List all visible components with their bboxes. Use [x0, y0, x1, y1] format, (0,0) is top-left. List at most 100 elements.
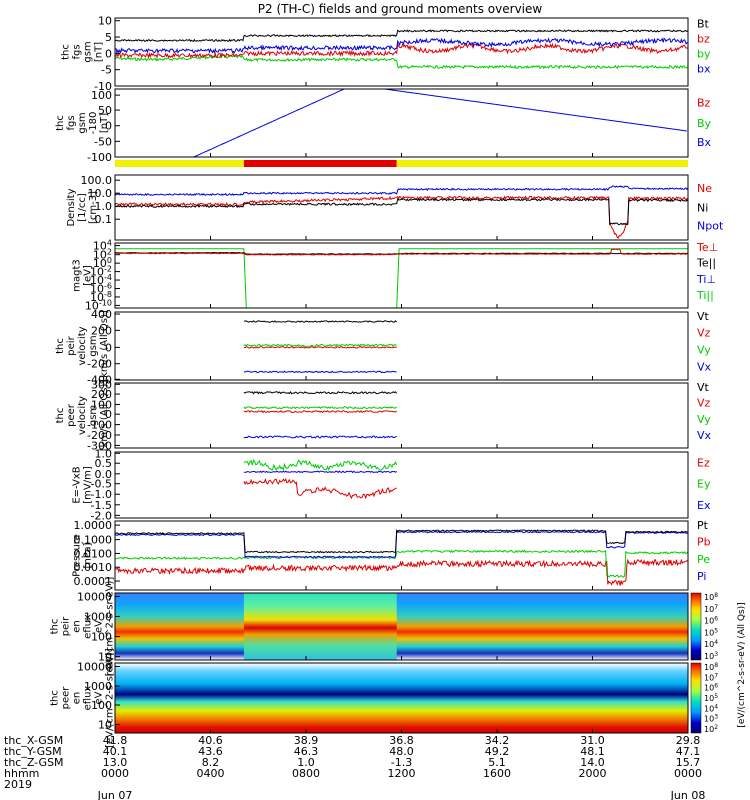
colorbar-1-tick-0: 108: [704, 662, 718, 672]
peir-eflux-ylabel-line-4: eV: [94, 620, 105, 633]
time-axis-thcZGSM-1: 8.2: [202, 756, 220, 769]
fgs-legend-bz: bz: [697, 32, 710, 45]
time-axis-ticks-0: 0000: [101, 767, 129, 780]
density-series-Npot: [114, 185, 689, 196]
peer-velocity-ytick-label-2: 100: [91, 398, 112, 411]
peer-velocity-legend-Vz: Vz: [697, 397, 711, 410]
density-ytick-label-2: 1.0: [95, 200, 113, 213]
peer-eflux-ylabel-line-2: en: [72, 692, 83, 705]
efield-ytick-label-3: -0.5: [91, 478, 112, 491]
time-axis-thcXGSM-4: 34.2: [485, 734, 510, 747]
peir-velocity-ytick-label-1: 200: [91, 324, 112, 337]
peir-eflux-ytick-label-3: 10: [98, 651, 112, 664]
pressure-ytick-label-4: 0.0001: [74, 575, 113, 588]
peir-velocity-legend-Vt: Vt: [697, 310, 710, 323]
time-axis-thcZGSM-4: 5.1: [488, 756, 506, 769]
pressure-legend-Pi: Pi: [697, 570, 706, 583]
time-axis-thcZGSM-0: 13.0: [103, 756, 128, 769]
pressure-ylabel: Pressure [nPa]: [72, 534, 94, 577]
peer-velocity-series-Vz: [243, 409, 398, 414]
peir-velocity-ytick-label-4: -400: [87, 373, 112, 386]
density-ytick-label-0: 100.0: [81, 174, 113, 187]
colorbar-0-tick-1: 107: [704, 604, 718, 614]
time-axis-thcXGSM-1: 40.6: [198, 734, 223, 747]
time-axis-row-label-2: thc_Z-GSM: [4, 756, 64, 769]
time-axis-thcXGSM-3: 36.8: [389, 734, 414, 747]
efield-frame: [114, 451, 689, 519]
colorbar-0-tick-4: 104: [704, 639, 718, 649]
mode-bar-segment-1: [243, 160, 397, 167]
time-axis-thcZGSM-5: 14.0: [580, 756, 605, 769]
mode-bar-segment-2: [396, 160, 688, 167]
peir-velocity-ytick-label-0: 400: [91, 308, 112, 321]
time-axis-ticks-5: 2000: [579, 767, 607, 780]
pressure-legend-Pb: Pb: [697, 536, 711, 549]
peer-velocity-ytick-label-3: 0: [105, 408, 112, 421]
peer-velocity-ytick-label-1: 200: [91, 388, 112, 401]
temperature-ylabel: magt3 [eV]: [72, 259, 94, 292]
peer-eflux-ylabel-line-0: thc: [50, 690, 61, 706]
colorbar-1-tick-1: 107: [704, 672, 718, 682]
fgs-ytick-label-4: -10: [94, 80, 112, 93]
fgs-series-by: [114, 54, 689, 70]
peir-velocity-frame: [114, 311, 689, 381]
pressure-legend-Pt: Pt: [697, 519, 709, 532]
peer-eflux-ylabel-line-1: peer: [61, 686, 72, 710]
fgs-lowres-legend-Bx: Bx: [697, 136, 712, 149]
density-ytick-label-3: 0.1: [95, 213, 113, 226]
peir-velocity-series-Vx: [243, 370, 397, 374]
fgs-lowres-ylabel-line-3: -180: [88, 112, 99, 135]
colorbar-1-tick-3: 105: [704, 693, 718, 703]
fgs-ylabel-line-1: fgs: [72, 44, 83, 59]
colorbar-1-tick-2: 106: [704, 683, 718, 693]
density-legend-Npot: Npot: [697, 220, 724, 233]
pressure-ytick-label-1: 0.1000: [74, 534, 113, 547]
density-frame: [114, 174, 689, 241]
peir-velocity-ylabel-line-1: peir: [66, 335, 77, 355]
fgs-lowres-legend-By: By: [697, 117, 712, 130]
fgs-lowres-ytick-label-3: -50: [94, 135, 112, 148]
fgs-lowres-ytick-label-0: 100: [91, 89, 112, 102]
time-axis-thcYGSM-2: 46.3: [294, 745, 319, 758]
time-axis-thcYGSM-4: 49.2: [485, 745, 510, 758]
density-series-Ne: [114, 195, 689, 239]
fgs-ylabel-line-0: thc: [61, 44, 72, 60]
peer-eflux-ylabel-line-5: [eV/(cm^2-s-sr-eV)]: [105, 648, 116, 748]
time-axis-row-label-1: thc_Y-GSM: [4, 745, 62, 758]
peer-velocity-ytick-label-4: -100: [87, 419, 112, 432]
colorbar-0-tick-0: 108: [704, 592, 718, 602]
peir-velocity-series-Vy: [243, 343, 397, 348]
pressure-ylabel-line-0: Pressure: [72, 534, 83, 577]
peir-eflux-ytick-label-1: 1000: [84, 610, 112, 623]
peer-eflux-ylabel-line-4: eV: [94, 691, 105, 704]
peer-velocity-legend-Vy: Vy: [697, 413, 711, 426]
time-axis-row-label-3: hhmm: [4, 767, 39, 780]
fgs-series-Bt: [114, 29, 689, 43]
peer-velocity-legend-Vt: Vt: [697, 381, 710, 394]
peer-eflux-spectrogram: [115, 663, 688, 733]
temperature-ylabel-line-1: [eV]: [83, 265, 94, 286]
time-axis-thcXGSM-5: 31.0: [580, 734, 605, 747]
colorbar-1-tick-6: 102: [704, 724, 718, 734]
fgs-lowres-ytick-label-2: 0: [105, 120, 112, 133]
fgs-lowres-ylabel-line-4: [nT]: [99, 113, 110, 133]
time-axis-ticks-4: 1600: [483, 767, 511, 780]
peer-velocity-ylabel: thc peer velocity gsm [km/s (All Qs)]: [55, 380, 110, 452]
fgs-lowres-ylabel-line-2: gsm: [77, 112, 88, 133]
peer-velocity-ylabel-line-2: velocity: [77, 396, 88, 435]
colorbar-1-tick-4: 104: [704, 703, 718, 713]
peir-velocity-series-Vt: [243, 320, 398, 323]
efield-series-Ez: [243, 477, 397, 500]
time-axis-date-0: Jun 07: [97, 789, 133, 800]
peir-velocity-ylabel-line-3: gsm: [88, 335, 99, 356]
density-legend-Ne: Ne: [697, 182, 712, 195]
fgs-ylabel: thc fgs gsm [nT]: [61, 41, 105, 62]
fgs-lowres-frame: [114, 88, 689, 158]
fgs-ytick-label-0: 10: [98, 15, 112, 28]
temperature-legend-Ti: Ti||: [696, 289, 714, 302]
density-ylabel-line-1: [1/cc]: [77, 193, 88, 222]
peir-eflux-ylabel-line-5: [eV/(cm^2-s-sr-eV)]: [105, 577, 116, 677]
efield-ylabel-line-0: E=-VxB: [72, 466, 83, 503]
time-axis-thcYGSM-0: 40.1: [103, 745, 128, 758]
